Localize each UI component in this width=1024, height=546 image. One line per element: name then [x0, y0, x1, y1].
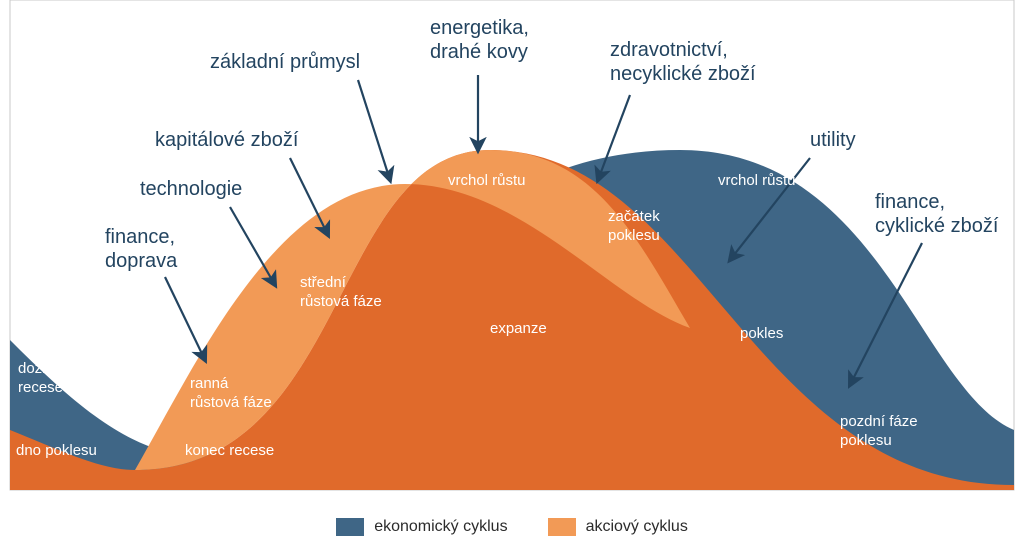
annotation-zp: základní průmysl — [210, 50, 360, 74]
phase-dozni: doznívání recese — [18, 360, 83, 398]
phase-stredni: střední růstová fáze — [300, 274, 382, 312]
phase-recese: recese — [870, 240, 915, 259]
annotation-util: utility — [810, 128, 856, 152]
legend-swatch-economic — [336, 518, 364, 536]
arrow-fd — [165, 277, 205, 360]
annotation-kap: kapitálové zboží — [155, 128, 298, 152]
phase-ranna: ranná růstová fáze — [190, 375, 272, 413]
annotation-edk: energetika, drahé kovy — [430, 16, 529, 64]
phase-konec: konec recese — [185, 442, 274, 461]
annotation-fd: finance, doprava — [105, 225, 177, 273]
phase-pokles: pokles — [740, 325, 783, 344]
annotation-fcz: finance, cyklické zboží — [875, 190, 998, 238]
phase-vrchol1: vrchol růstu — [448, 172, 526, 191]
legend-label-economic: ekonomický cyklus — [374, 518, 507, 536]
cycle-chart: doznívání recese dno poklesu konec recese r… — [0, 0, 1024, 546]
phase-dno: dno poklesu — [16, 442, 97, 461]
legend-label-stock: akciový cyklus — [586, 518, 688, 536]
annotation-znz: zdravotnictví, necyklické zboží — [610, 38, 756, 86]
phase-pozdni: pozdní fáze poklesu — [840, 413, 918, 451]
annotation-tech: technologie — [140, 177, 242, 201]
legend-item-economic: ekonomický cyklus — [336, 518, 507, 536]
arrow-tech — [230, 207, 275, 285]
phase-zacatek: začátek poklesu — [608, 208, 660, 246]
legend-swatch-stock — [548, 518, 576, 536]
phase-expanze: expanze — [490, 320, 547, 339]
phase-vrchol2: vrchol růstu — [718, 172, 796, 191]
legend-item-stock: akciový cyklus — [548, 518, 688, 536]
arrow-zp — [358, 80, 390, 180]
legend: ekonomický cyklus akciový cyklus — [0, 518, 1024, 536]
